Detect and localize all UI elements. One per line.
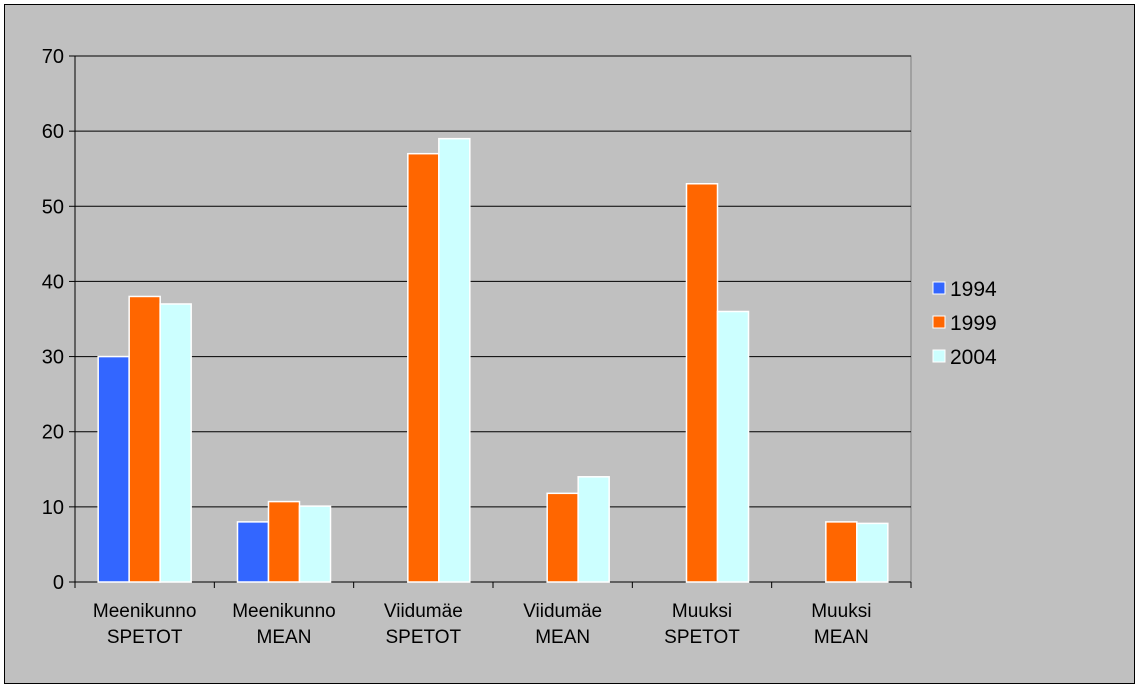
y-tick-label: 60 — [42, 121, 64, 143]
bar-1999-2 — [267, 500, 301, 583]
y-tick-label: 70 — [42, 46, 64, 68]
x-category-label: Muuksi — [811, 601, 871, 622]
y-tick-labels: 0 10 20 30 40 50 60 70 — [42, 46, 64, 594]
y-tick-label: 20 — [42, 422, 64, 444]
axes — [69, 55, 912, 588]
y-tick-label: 40 — [42, 271, 64, 293]
bar-2004-3 — [438, 137, 471, 583]
x-category-label: MEAN — [814, 627, 869, 648]
y-tick-label: 30 — [42, 347, 64, 369]
bars — [97, 137, 889, 583]
bar-2004-1 — [159, 303, 192, 583]
legend-label-1994: 1994 — [950, 278, 997, 301]
bar-1994-2 — [236, 521, 270, 583]
x-category-label: Meenikunno — [232, 601, 336, 622]
bar-2004-6 — [856, 522, 889, 583]
bar-1999-6 — [825, 521, 858, 583]
x-category-label: MEAN — [257, 627, 312, 648]
y-tick-label: 0 — [53, 572, 64, 594]
x-category-labels: Meenikunno SPETOT Meenikunno MEAN Viidumäe SP… — [93, 601, 872, 648]
chart-frame: 0 10 20 30 40 50 60 70 Meenikunno SPETOT Meenikun… — [4, 4, 1135, 684]
bar-1999-4 — [546, 492, 579, 583]
x-category-label: MEAN — [535, 627, 590, 648]
bar-1999-3 — [407, 152, 440, 583]
bar-2004-4 — [577, 476, 610, 583]
bar-1999-5 — [685, 182, 719, 583]
bar-2004-2 — [298, 505, 332, 583]
x-category-label: Meenikunno — [93, 601, 197, 622]
x-category-label: Muuksi — [672, 601, 732, 622]
x-category-label: SPETOT — [385, 627, 461, 648]
bar-2004-5 — [716, 310, 750, 583]
y-tick-label: 10 — [42, 497, 64, 519]
x-category-label: SPETOT — [107, 627, 183, 648]
legend-swatch-2004 — [932, 349, 946, 363]
legend: 1994 1999 2004 — [932, 278, 997, 369]
bar-1994-1 — [97, 355, 130, 583]
legend-swatch-1994 — [932, 281, 946, 295]
plot-area — [74, 55, 912, 583]
gridlines — [75, 55, 911, 508]
legend-label-2004: 2004 — [950, 346, 997, 369]
legend-swatch-1999 — [932, 315, 946, 329]
bar-1999-1 — [128, 295, 161, 583]
y-tick-label: 50 — [42, 196, 64, 218]
x-category-label: Viidumäe — [384, 601, 463, 622]
legend-label-1999: 1999 — [950, 312, 997, 335]
x-category-label: SPETOT — [664, 627, 740, 648]
x-category-label: Viidumäe — [523, 601, 602, 622]
